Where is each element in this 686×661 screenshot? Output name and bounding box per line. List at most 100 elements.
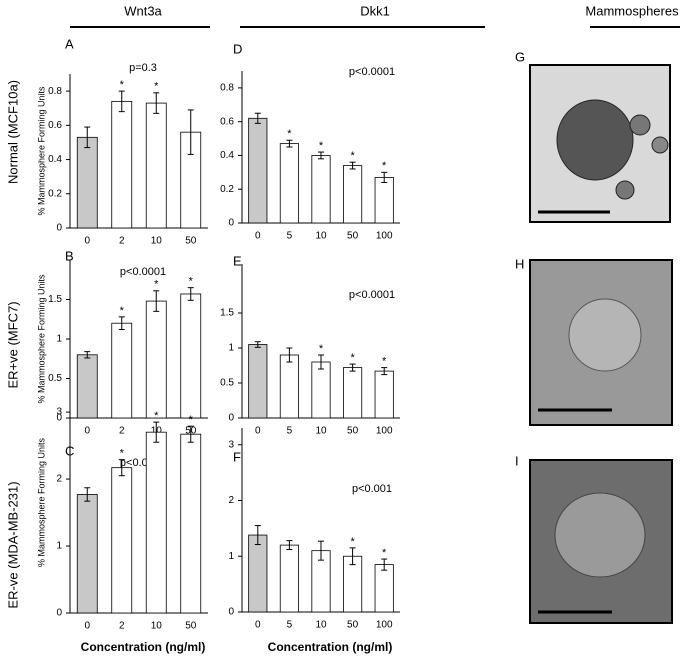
panel-letter: G [515,49,525,64]
y-tick-label: 1.5 [48,294,62,305]
y-tick-label: 0.8 [220,83,234,94]
x-tick-label: 10 [315,426,327,437]
significance-marker: * [189,276,194,288]
significance-marker: * [382,160,387,172]
significance-marker: * [287,128,292,140]
significance-marker: * [319,343,324,355]
bar [343,165,363,224]
annotation: p<0.001 [352,483,392,495]
cell [651,136,669,154]
bar [145,102,167,229]
x-tick-label: 50 [347,231,359,242]
y-tick-label: 0.5 [48,373,62,384]
y-tick-label: 2 [228,495,234,506]
row-label: ER-ve (MDA-MB-231) [5,481,20,608]
x-tick-label: 5 [287,426,293,437]
x-tick-label: 100 [376,426,393,437]
y-axis-label: % Mammosphere Forming Units [36,86,46,216]
y-tick-label: 1 [56,541,62,552]
panel-letter: A [65,36,74,51]
significance-marker: * [350,150,355,162]
significance-marker: * [154,279,159,291]
x-tick-label: 2 [119,236,125,247]
x-tick-label: 5 [287,231,293,242]
y-tick-label: 0 [56,223,62,234]
bar [76,354,98,419]
significance-marker: * [189,414,194,426]
y-tick-label: 0.6 [220,116,234,127]
x-tick-label: 50 [185,621,197,632]
bar [374,176,394,224]
bar [111,100,133,229]
annotation: p<0.0001 [349,289,395,301]
significance-marker: * [120,305,125,317]
bar [111,322,133,419]
y-tick-label: 0.6 [48,120,62,131]
x-tick-label: 0 [84,236,90,247]
x-tick-label: 100 [376,231,393,242]
cell [629,114,651,136]
y-tick-label: 0.5 [220,378,234,389]
y-tick-label: 0.2 [220,184,234,195]
significance-marker: * [382,547,387,559]
column-header: Wnt3a [124,3,162,18]
annotation: p<0.0001 [120,266,166,278]
y-tick-label: 1.5 [220,308,234,319]
x-tick-label: 100 [376,620,393,631]
y-axis-label: % Mammosphere Forming Units [36,274,46,404]
row-label: Normal (MCF10a) [5,80,20,184]
y-tick-label: 0 [228,218,234,229]
y-axis-label: % Mammosphere Forming Units [36,437,46,567]
x-tick-label: 50 [347,426,359,437]
y-tick-label: 0 [228,607,234,618]
column-header: Mammospheres [585,3,679,18]
bar [374,370,394,419]
significance-marker: * [120,79,125,91]
y-tick-label: 2 [56,474,62,485]
y-tick-label: 0 [228,413,234,424]
y-tick-label: 3 [228,439,234,450]
significance-marker: * [350,536,355,548]
x-tick-label: 50 [347,620,359,631]
panel-letter: H [515,256,524,271]
x-tick-label: 10 [151,621,163,632]
y-tick-label: 1 [228,343,234,354]
panel-letter: B [65,248,74,263]
panel-letter: E [233,253,242,268]
cell [615,180,635,200]
x-tick-label: 2 [119,426,125,437]
bar [248,117,268,224]
x-axis-label: Concentration (ng/ml) [268,640,393,654]
y-tick-label: 3 [56,407,62,418]
y-tick-label: 0.8 [48,86,62,97]
x-tick-label: 5 [287,620,293,631]
significance-marker: * [120,448,125,460]
x-tick-label: 10 [315,620,327,631]
bar [311,361,331,419]
bar [279,143,299,224]
bar [76,136,98,229]
bar [111,467,133,614]
x-tick-label: 0 [255,426,261,437]
row-label: ER+ve (MFC7) [5,301,20,388]
panel-letter: D [233,41,242,56]
y-tick-label: 1 [56,334,62,345]
y-tick-label: 0.2 [48,188,62,199]
column-header: Dkk1 [360,3,390,18]
y-tick-label: 0.4 [220,150,234,161]
significance-marker: * [350,352,355,364]
annotation: p=0.3 [129,62,157,74]
x-tick-label: 0 [84,426,90,437]
panel-letter: I [515,453,519,468]
sphere [554,492,646,578]
significance-marker: * [154,410,159,422]
bar [76,494,98,614]
x-axis-label: Concentration (ng/ml) [81,640,206,654]
bar [374,564,394,613]
annotation: p<0.0001 [349,66,395,78]
bar [248,534,268,613]
y-tick-label: 1 [228,551,234,562]
x-tick-label: 50 [185,236,197,247]
y-tick-label: 0 [56,608,62,619]
